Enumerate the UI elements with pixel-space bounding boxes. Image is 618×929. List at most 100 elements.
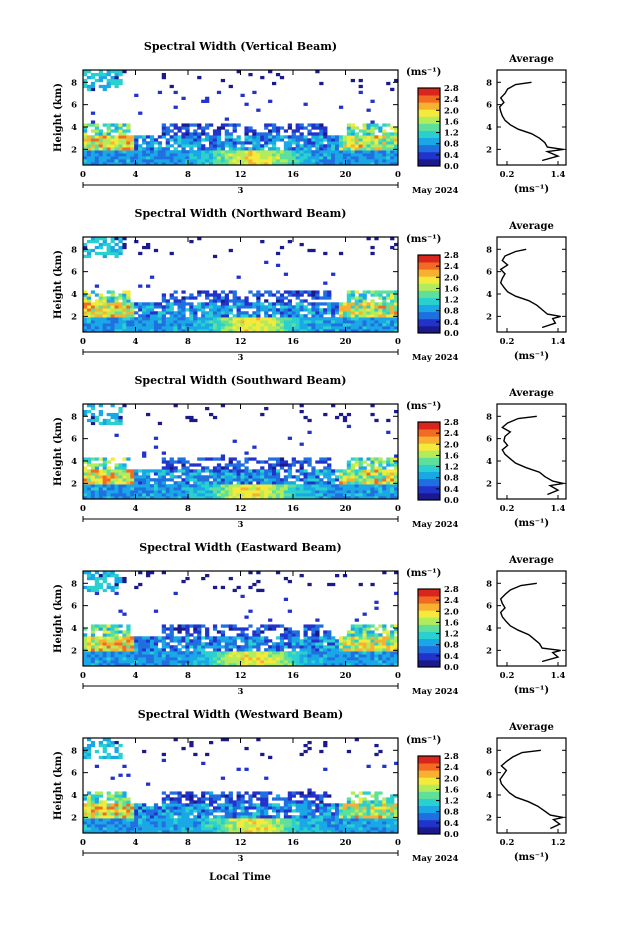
y-tick-label: 4	[71, 624, 77, 634]
heatmap-cell	[94, 764, 100, 768]
heatmap-cell	[390, 633, 395, 637]
heatmap-cell	[114, 660, 119, 664]
heatmap-cell	[185, 135, 190, 139]
heatmap-cell	[110, 740, 115, 745]
heatmap-cell	[126, 156, 131, 160]
heatmap-cell	[197, 827, 202, 831]
heatmap-cell	[114, 585, 119, 590]
heatmap-cell	[362, 642, 367, 646]
heatmap-cell	[212, 496, 218, 500]
heatmap-cell	[260, 323, 265, 327]
heatmap-cell	[114, 75, 119, 80]
heatmap-cell	[134, 487, 139, 491]
heatmap-cell	[157, 824, 163, 828]
heatmap-cell	[209, 308, 214, 312]
heatmap-cell	[83, 460, 88, 464]
heatmap-cell	[122, 764, 127, 768]
heatmap-cell	[106, 573, 111, 578]
heatmap-cell	[212, 493, 218, 497]
heatmap-cell	[315, 153, 320, 157]
heatmap-cell	[319, 490, 324, 494]
heatmap-cell	[153, 159, 159, 163]
heatmap-cell	[118, 466, 123, 470]
heatmap-cell	[102, 484, 107, 488]
heatmap-cell	[350, 457, 355, 461]
heatmap-cell	[201, 818, 206, 822]
heatmap-cell	[240, 490, 245, 494]
heatmap-cell	[90, 657, 96, 661]
heatmap-cell	[303, 329, 308, 333]
heatmap-cell	[354, 144, 359, 148]
heatmap-cell	[268, 159, 273, 163]
heatmap-cell	[232, 296, 237, 300]
heatmap-cell	[283, 496, 289, 500]
heatmap-cell	[358, 657, 363, 661]
heatmap-cell	[327, 147, 332, 151]
heatmap-cell	[311, 162, 316, 166]
heatmap-cell	[283, 317, 289, 321]
heatmap-cell	[366, 648, 371, 652]
heatmap-cell	[98, 645, 103, 649]
heatmap-cell	[362, 633, 367, 637]
heatmap-cell	[244, 639, 249, 643]
heatmap-cell	[256, 150, 261, 154]
heatmap-cell	[177, 806, 182, 810]
heatmap-cell	[94, 457, 100, 461]
heatmap-cell	[130, 153, 135, 157]
heatmap-cell	[193, 129, 198, 133]
heatmap-cell	[114, 654, 119, 658]
heatmap-cell	[346, 132, 352, 136]
heatmap-cell	[173, 627, 178, 631]
heatmap-cell	[342, 469, 348, 473]
heatmap-cell	[138, 484, 143, 488]
heatmap-cell	[181, 624, 186, 628]
heatmap-cell	[98, 800, 103, 804]
heatmap-cell	[224, 463, 229, 467]
heatmap-cell	[295, 138, 300, 142]
heatmap-cell	[323, 475, 328, 479]
heatmap-cell	[98, 296, 103, 300]
heatmap-cell	[142, 812, 147, 816]
heatmap-cell	[232, 326, 237, 330]
heatmap-cell	[382, 627, 387, 631]
heatmap-cell	[114, 84, 119, 89]
heatmap-cell	[161, 496, 166, 500]
heatmap-cell	[323, 484, 328, 488]
heatmap-cell	[134, 824, 139, 828]
heatmap-cell	[205, 630, 210, 634]
heatmap-cell	[366, 651, 371, 655]
heatmap-cell	[205, 305, 210, 309]
heatmap-cell	[201, 144, 206, 148]
heatmap-cell	[275, 311, 281, 315]
colorbar-segment	[418, 464, 440, 473]
heatmap-cell	[114, 81, 119, 86]
heatmap-cell	[98, 305, 103, 309]
colorbar-segment	[418, 95, 440, 103]
heatmap-cell	[252, 582, 257, 587]
heatmap-cell	[236, 475, 241, 479]
heatmap-cell	[138, 487, 143, 491]
heatmap-cell	[311, 657, 316, 661]
heatmap-cell	[275, 296, 281, 300]
heatmap-cell	[311, 490, 316, 494]
heatmap-cell	[153, 487, 159, 491]
heatmap-cell	[240, 645, 245, 649]
heatmap-cell	[114, 418, 119, 423]
heatmap-cell	[106, 642, 111, 646]
heatmap-cell	[130, 803, 135, 807]
heatmap-cell	[319, 487, 324, 491]
heatmap-cell	[354, 323, 359, 327]
heatmap-cell	[126, 797, 131, 801]
heatmap-cell	[134, 651, 139, 655]
heatmap-cell	[83, 314, 88, 318]
heatmap-cell	[181, 147, 186, 151]
heatmap-cell	[311, 123, 316, 127]
heatmap-cell	[374, 293, 379, 297]
heatmap-cell	[130, 141, 135, 145]
colorbar-unit: (ms⁻¹)	[406, 401, 441, 412]
heatmap-cell	[212, 824, 218, 828]
heatmap-cell	[181, 96, 186, 100]
heatmap-cell	[311, 323, 316, 327]
heatmap-cell	[382, 481, 387, 485]
heatmap-cell	[126, 639, 131, 643]
